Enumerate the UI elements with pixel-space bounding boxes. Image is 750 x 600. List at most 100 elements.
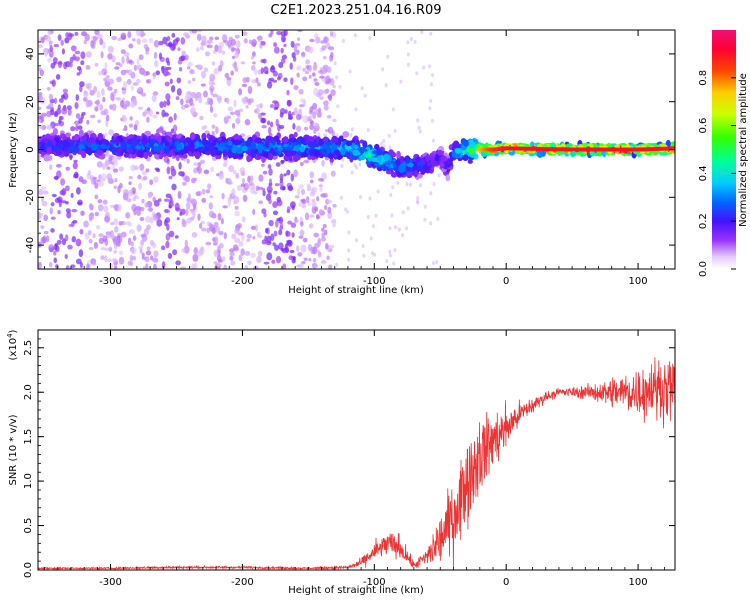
heatmap-cell [416, 118, 420, 123]
heatmap-cell [306, 185, 312, 192]
heatmap-cell [222, 34, 228, 42]
heatmap-cell [211, 61, 216, 66]
heatmap-cell [102, 41, 106, 50]
heatmap-cell [50, 132, 56, 137]
heatmap-cell [204, 51, 211, 57]
heatmap-cell [212, 93, 219, 98]
heatmap-cell [115, 241, 121, 247]
heatmap-cell [219, 60, 224, 67]
x-tick-label: 100 [629, 276, 648, 287]
heatmap-cell [55, 150, 63, 156]
heatmap-cell [115, 62, 121, 66]
heatmap-cell [38, 44, 43, 49]
heatmap-cell [132, 82, 139, 86]
heatmap-cell [53, 243, 58, 251]
heatmap-cell [186, 217, 192, 224]
heatmap-cell [146, 246, 151, 251]
heatmap-cell [158, 40, 164, 46]
heatmap-cell [61, 48, 65, 55]
heatmap-cell [155, 70, 161, 76]
heatmap-cell [399, 79, 403, 84]
snr-y-ticks: 0.0 0.5 1.0 1.5 2.0 2.5 [23, 338, 675, 578]
heatmap-cell [153, 145, 160, 152]
heatmap-cell [63, 149, 70, 157]
heatmap-cell [136, 87, 143, 93]
heatmap-cell [269, 121, 274, 128]
heatmap-cell [128, 181, 132, 186]
heatmap-cell [405, 158, 410, 164]
heatmap-cell [423, 217, 427, 222]
heatmap-cell [71, 208, 78, 213]
heatmap-cell [115, 97, 122, 101]
heatmap-cell [280, 247, 284, 252]
heatmap-cell [266, 252, 273, 261]
heatmap-cell [48, 261, 53, 268]
heatmap-cell [48, 102, 54, 109]
heatmap-cell [153, 200, 160, 207]
heatmap-cell [180, 37, 186, 45]
heatmap-cell [341, 157, 345, 162]
heatmap-cell [40, 225, 45, 229]
heatmap-cell [69, 56, 74, 64]
heatmap-cell [103, 205, 109, 213]
heatmap-cell [309, 179, 314, 184]
colorbar: 0.0 0.2 0.4 0.6 0.8 Normalized spectral ampl… [698, 30, 749, 277]
heatmap-cell [283, 30, 288, 37]
heatmap-cell [294, 195, 300, 199]
heatmap-cell [187, 61, 193, 67]
heatmap-cell [322, 133, 328, 137]
heatmap-cell [267, 126, 272, 135]
heatmap-cell [309, 124, 315, 130]
heatmap-cell [162, 36, 168, 45]
heatmap-cell [241, 97, 247, 103]
heatmap-cell [287, 110, 292, 118]
heatmap-cell [332, 118, 337, 123]
heatmap-cell [327, 126, 334, 134]
heatmap-cell [327, 153, 335, 159]
heatmap-cell [104, 159, 109, 166]
heatmap-cell [139, 32, 146, 37]
heatmap-cell [184, 239, 188, 248]
heatmap-cell [92, 261, 97, 266]
heatmap-cell [231, 233, 237, 240]
heatmap-cell [327, 206, 332, 214]
heatmap-cell [145, 51, 149, 55]
heatmap-cell [79, 228, 84, 235]
heatmap-cell [347, 230, 351, 235]
heatmap-cell [164, 209, 169, 213]
heatmap-cell [416, 196, 420, 200]
heatmap-cell [148, 206, 153, 213]
heatmap-cell [65, 208, 71, 213]
heatmap-cell [181, 218, 186, 225]
heatmap-cell [280, 159, 285, 163]
heatmap-cell [238, 240, 244, 247]
heatmap-cell [156, 135, 162, 143]
heatmap-cell [282, 263, 287, 269]
heatmap-cell [114, 226, 119, 233]
heatmap-cell [401, 210, 405, 215]
heatmap-cell [209, 105, 214, 113]
heatmap-cell [371, 157, 378, 163]
heatmap-cell [384, 83, 388, 88]
y-tick-label: -20 [25, 189, 36, 205]
heatmap-cell [193, 162, 199, 166]
heatmap-cell [233, 139, 240, 146]
heatmap-cell [136, 38, 141, 45]
heatmap-cell [314, 150, 321, 155]
heatmap-cell [40, 97, 46, 105]
heatmap-cell [289, 62, 293, 70]
heatmap-cell [389, 192, 393, 197]
heatmap-cell [148, 38, 154, 44]
heatmap-cell [396, 150, 401, 159]
heatmap-cell [189, 198, 196, 202]
heatmap-cell [383, 153, 390, 162]
heatmap-cell [273, 106, 279, 110]
snr-x-axis-label: Height of straight line (km) [288, 585, 424, 596]
heatmap-cell [196, 33, 202, 41]
heatmap-cell [193, 247, 198, 255]
heatmap-cell [324, 242, 329, 250]
heatmap-cell [276, 199, 283, 207]
y-tick-label: 2.0 [23, 384, 34, 400]
snr-y-axis-label: SNR (10 * v/v) [8, 414, 19, 485]
heatmap-cell [104, 215, 110, 223]
